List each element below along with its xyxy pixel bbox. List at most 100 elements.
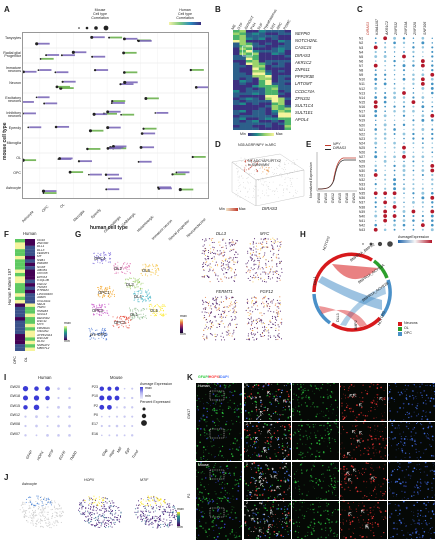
- panel-c-dot: [402, 100, 406, 104]
- panel-i-dot: [107, 404, 112, 410]
- panel-c-dot: [402, 114, 406, 117]
- human-legend-gradient: [169, 21, 201, 25]
- panel-k-zoom: [340, 422, 387, 460]
- panel-b-cell: [252, 35, 259, 38]
- panel-b-cell: [278, 127, 285, 131]
- panel-c-dot: [393, 115, 396, 117]
- panel-c-dot: [430, 195, 435, 200]
- panel-i-dot: [57, 405, 60, 409]
- panel-c-dot: [431, 60, 434, 62]
- panel-c-dot: [402, 187, 406, 190]
- panel-e-xlabel: GW08: [317, 193, 321, 204]
- panel-b-cell: [284, 102, 292, 106]
- panel-f-cell: [15, 340, 25, 345]
- panel-f-col-opc: OPC: [13, 356, 17, 364]
- panel-c-dot: [411, 209, 416, 214]
- panel-i-gene-label: GFAP: [24, 449, 33, 461]
- panel-i-dot: [57, 396, 60, 400]
- panel-f-cell: [25, 283, 35, 287]
- panel-c-dot: [431, 128, 434, 131]
- panel-a-pattern-mark: [139, 145, 155, 149]
- panel-a-pattern-mark: [19, 100, 34, 104]
- panel-c-dot: [402, 123, 406, 127]
- panel-f-cell: [15, 276, 25, 280]
- panel-i-dot: [68, 405, 71, 409]
- panel-c-row-label: N4: [359, 50, 363, 54]
- panel-b-cell: [252, 82, 259, 86]
- panel-c-dot: [421, 160, 424, 163]
- panel-a-pattern-mark: [88, 129, 104, 133]
- panel-d-legend-bar: [225, 208, 238, 212]
- panel-b-cell: [265, 40, 272, 43]
- panel-k-inset-number: 1: [246, 383, 248, 387]
- panel-c-dot: [383, 114, 387, 118]
- panel-b-cell: [278, 32, 285, 36]
- panel-c-dot: [383, 96, 387, 99]
- panel-a-pattern-mark: [191, 155, 206, 159]
- panel-b-cell: [239, 65, 246, 68]
- panel-c-dot: [393, 160, 396, 163]
- panel-b-cell: [271, 40, 279, 43]
- panel-b-cell: [278, 52, 285, 56]
- panel-a-row-label: Microglia: [6, 140, 21, 145]
- panel-i-gene-label: EGFR: [57, 450, 67, 461]
- panel-b-cell: [278, 60, 285, 63]
- panel-c-dot: [422, 133, 424, 135]
- panel-f-cell: [25, 323, 35, 328]
- panel-i-dot: [22, 386, 29, 392]
- panel-f-cell: [15, 334, 25, 338]
- panel-f-cell: [25, 242, 35, 246]
- panel-i-dot: [114, 386, 120, 391]
- panel-c-dot: [383, 132, 387, 136]
- panel-c-dot: [412, 50, 415, 54]
- panel-b-cell: [271, 70, 279, 73]
- panel-f-cell: [15, 330, 25, 335]
- panel-f-title: Human: [23, 231, 37, 236]
- panel-g-umap: OPC4 OL2 OL6 DL3 OPC1 DL4 OPC2 OL5 OL1 OPC3 pre-OP…: [82, 240, 177, 350]
- panel-c-dot: [383, 137, 387, 140]
- panel-a-human-legend: Human Cell type Correlation: [165, 8, 205, 25]
- panel-f-cell: [25, 262, 35, 267]
- panel-c-dot: [402, 145, 406, 150]
- panel-b-cell: [284, 95, 292, 98]
- panel-i-gene-label: TNMD: [68, 450, 78, 462]
- panel-a-pattern-mark: [22, 70, 37, 74]
- panel-c-dot: [412, 64, 415, 67]
- panel-c-dot: [421, 219, 424, 222]
- panel-c-dot: [374, 77, 378, 81]
- panel-c-row-label: N14: [359, 96, 365, 100]
- legend-swatch: [398, 332, 402, 336]
- panel-c-dot: [393, 219, 396, 222]
- panel-b-cell: [284, 35, 292, 38]
- panel-a-col-label: Astrocyte: [21, 209, 35, 224]
- panel-b-gene-label: SULT1C4: [295, 103, 314, 108]
- legend-swatch: [398, 322, 402, 326]
- panel-c-dot: [431, 201, 434, 204]
- panel-b-cell: [252, 87, 259, 91]
- panel-b-cell: [239, 127, 246, 131]
- panel-a-pattern-mark: [41, 189, 57, 193]
- panel-c-dotplot-svg: N1N2N3N4N5N6N7N8N9N10N11N12N13N14N15N16N…: [359, 36, 435, 232]
- panel-a-pattern-mark: [157, 186, 172, 189]
- panel-b-cell: [258, 105, 266, 108]
- panel-i-dot: [131, 406, 134, 409]
- panel-c-row-label: N35: [359, 192, 365, 196]
- panel-a-pattern-mark: [108, 36, 123, 39]
- panel-f-cell: [15, 296, 25, 301]
- panel-b-cell: [258, 57, 266, 61]
- panel-c-dot: [431, 91, 434, 95]
- panel-b-legend-max: Max: [275, 132, 283, 136]
- panel-f-cell: [15, 269, 25, 274]
- panel-i-dot: [99, 395, 105, 401]
- panel-b-cell: [239, 70, 246, 73]
- panel-a-pattern-mark: [43, 102, 58, 105]
- panel-i-human-genes: GFAP HOPX MTIF EGFR TNMD: [20, 441, 78, 463]
- panel-b-cell: [278, 65, 285, 68]
- panel-c-dot: [431, 96, 433, 99]
- panel-h-chord: [310, 240, 400, 340]
- panel-c-dot: [421, 96, 425, 99]
- panel-d-3d-svg: [231, 153, 305, 207]
- panel-b-cell: [245, 72, 253, 76]
- panel-b-cell: [252, 75, 259, 78]
- panel-c-dot: [431, 119, 434, 122]
